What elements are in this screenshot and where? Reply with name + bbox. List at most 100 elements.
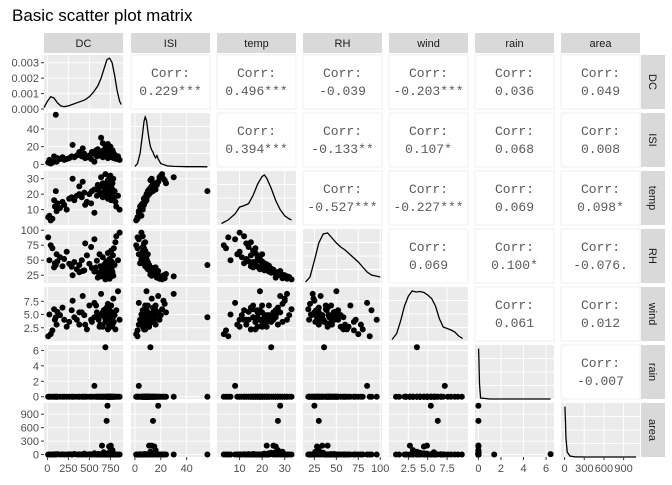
x-tick-label-rh-2: 75 (352, 463, 364, 475)
data-point-area-isi-63 (163, 451, 169, 458)
data-point-temp-dc-16 (78, 194, 85, 201)
row-strip-temp (641, 171, 665, 225)
data-point-rh-dc-60 (47, 242, 54, 249)
data-point-wind-dc-57 (94, 311, 101, 318)
corr-label: Corr: (581, 298, 620, 313)
data-point-wind-dc-59 (104, 300, 111, 307)
data-point-area-wind-37 (420, 443, 427, 450)
data-point-wind-dc-67 (96, 323, 103, 330)
x-tick-label-dc-0: 0 (44, 463, 50, 475)
strip-rh (303, 33, 382, 53)
data-point-isi-dc-68 (82, 155, 89, 162)
data-point-wind-rh-31 (315, 304, 322, 311)
y-tick-label-rh-3: 100 (21, 225, 39, 237)
data-point-area-wind-45 (410, 447, 416, 454)
data-point-wind-dc-53 (116, 316, 123, 323)
panel-bg-area-temp (217, 403, 296, 457)
y-tick-label-rain-1: 2 (33, 376, 39, 388)
data-point-isi-dc-53 (116, 156, 123, 163)
panel-bg-rain-temp (217, 345, 296, 399)
data-point-rh-isi-60 (133, 242, 140, 249)
data-point-rh-temp-60 (220, 242, 227, 249)
y-tick-label-area-3: 900 (21, 409, 39, 421)
data-point-rain-dc-65 (88, 393, 95, 400)
data-point-wind-rh-57 (307, 311, 314, 318)
row-strip-label-isi: ISI (646, 133, 658, 146)
strip-label-isi: ISI (164, 38, 177, 50)
data-point-wind-isi-62 (170, 290, 177, 297)
data-point-rain-dc-68 (82, 393, 89, 400)
data-point-temp-dc-13 (71, 197, 78, 204)
row-strip-label-area: area (646, 419, 658, 442)
data-point-wind-temp-40 (286, 312, 293, 319)
corr-panel-rh-rain (474, 228, 555, 284)
row-strip-dc (641, 55, 665, 109)
data-point-temp-isi-68 (141, 201, 147, 208)
x-tick-label-area-2: 600 (595, 463, 613, 475)
data-point-area-isi-33 (155, 402, 162, 409)
strip-wind (389, 33, 468, 53)
data-point-temp-dc-68 (82, 201, 89, 208)
data-point-rain-temp-61 (225, 393, 232, 400)
data-point-wind-temp-67 (259, 323, 266, 330)
data-point-wind-rh-1 (350, 327, 357, 334)
data-point-rh-temp-7 (238, 254, 245, 261)
data-point-rh-temp-13 (250, 259, 257, 265)
data-point-wind-temp-60 (220, 331, 227, 338)
data-point-area-temp-59 (279, 451, 286, 458)
data-point-area-rh-68 (357, 451, 364, 458)
corr-label: Corr: (495, 124, 534, 139)
corr-value-dc-temp: 0.496*** (225, 84, 287, 99)
data-point-area-dc-53 (116, 451, 123, 458)
data-point-wind-rh-69 (315, 309, 322, 316)
corr-value-wind-area: 0.012 (581, 316, 620, 331)
strip-isi (131, 33, 210, 53)
data-point-rain-wind-58 (432, 393, 439, 400)
data-point-wind-dc-63 (99, 309, 106, 316)
data-point-area-wind-61 (393, 451, 399, 458)
data-point-wind-rh-56 (364, 299, 371, 306)
corr-value-isi-wind: 0.107* (405, 142, 452, 157)
data-point-wind-temp-63 (274, 309, 281, 316)
data-point-area-rain-69 (475, 451, 482, 458)
corr-value-rh-area: -0.076. (573, 258, 628, 273)
data-point-rh-isi-67 (144, 251, 151, 258)
data-point-wind-temp-34 (252, 326, 259, 333)
data-point-wind-rh-65 (352, 316, 359, 323)
data-point-wind-rh-30 (331, 316, 338, 323)
strip-area (561, 33, 640, 53)
data-point-rain-temp-69 (270, 393, 277, 400)
data-point-temp-dc-64 (106, 174, 113, 181)
data-point-area-wind-69 (427, 451, 434, 458)
data-point-rh-temp-10 (236, 248, 243, 255)
x-tick-label-rh-1: 50 (330, 463, 342, 475)
corr-panel-dc-rain (474, 54, 555, 110)
data-point-rh-dc-65 (88, 244, 95, 250)
data-point-rain-dc-67 (96, 393, 103, 400)
data-point-isi-dc-65 (88, 156, 95, 162)
row-strip-label-dc: DC (646, 74, 658, 90)
panel-bg-rain-dc (44, 345, 123, 399)
data-point-area-rh-69 (315, 451, 322, 458)
strip-rain (475, 33, 554, 53)
data-point-wind-dc-5 (53, 321, 60, 328)
data-point-isi-dc-69 (76, 149, 83, 155)
data-point-rain-isi-4 (204, 393, 211, 400)
y-tick-label-rh-1: 50 (27, 255, 39, 267)
data-point-temp-dc-66 (93, 186, 100, 193)
data-point-area-temp-48 (252, 451, 259, 458)
data-point-area-temp-33 (277, 402, 284, 409)
data-point-wind-isi-61 (134, 333, 141, 340)
x-tick-label-isi-0: 0 (132, 463, 138, 475)
row-strip-rain (641, 345, 665, 399)
data-point-wind-dc-19 (86, 302, 93, 309)
data-point-temp-isi-4 (204, 188, 211, 195)
corr-label: Corr: (409, 182, 448, 197)
data-point-wind-rh-49 (326, 312, 333, 319)
data-point-rain-rh-29 (321, 344, 328, 351)
data-point-area-temp-61 (225, 451, 232, 458)
x-tick-label-rain-1: 2 (498, 463, 504, 475)
data-point-temp-dc-56 (91, 209, 98, 216)
data-point-area-rh-25 (319, 442, 326, 449)
